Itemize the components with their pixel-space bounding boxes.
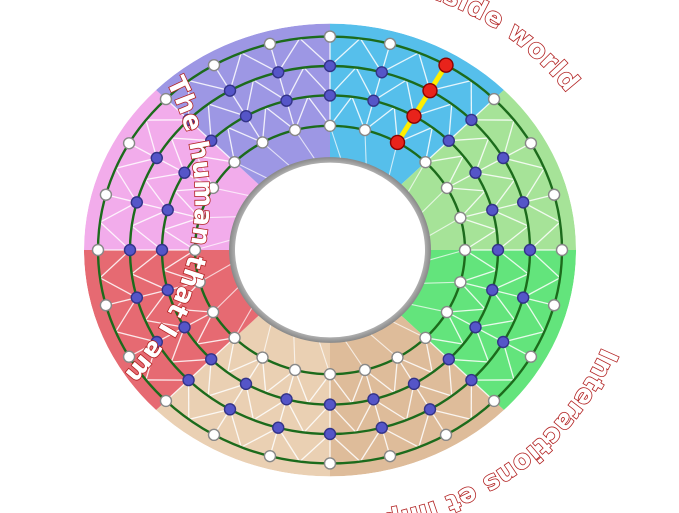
white-graph-node[interactable] bbox=[264, 451, 275, 462]
white-graph-node[interactable] bbox=[385, 451, 396, 462]
white-graph-node[interactable] bbox=[525, 351, 536, 362]
white-graph-node[interactable] bbox=[209, 429, 220, 440]
blue-graph-node[interactable] bbox=[325, 429, 336, 440]
white-graph-node[interactable] bbox=[325, 120, 336, 131]
blue-graph-node[interactable] bbox=[281, 95, 292, 106]
chord-ring-diagram: The outside worldInteractions et impactT… bbox=[0, 0, 679, 513]
blue-graph-node[interactable] bbox=[368, 394, 379, 405]
white-graph-node[interactable] bbox=[325, 458, 336, 469]
white-graph-node[interactable] bbox=[100, 189, 111, 200]
white-graph-node[interactable] bbox=[325, 369, 336, 380]
white-graph-node[interactable] bbox=[385, 38, 396, 49]
blue-graph-node[interactable] bbox=[376, 422, 387, 433]
white-graph-node[interactable] bbox=[392, 352, 403, 363]
blue-graph-node[interactable] bbox=[518, 292, 529, 303]
blue-graph-node[interactable] bbox=[466, 375, 477, 386]
center-hole bbox=[235, 163, 425, 338]
white-graph-node[interactable] bbox=[489, 395, 500, 406]
blue-graph-node[interactable] bbox=[281, 394, 292, 405]
white-graph-node[interactable] bbox=[359, 125, 370, 136]
blue-graph-node[interactable] bbox=[225, 404, 236, 415]
white-graph-node[interactable] bbox=[557, 245, 568, 256]
blue-graph-node[interactable] bbox=[325, 399, 336, 410]
blue-graph-node[interactable] bbox=[273, 422, 284, 433]
blue-graph-node[interactable] bbox=[151, 153, 162, 164]
white-graph-node[interactable] bbox=[455, 277, 466, 288]
white-graph-node[interactable] bbox=[325, 31, 336, 42]
white-graph-node[interactable] bbox=[257, 352, 268, 363]
white-graph-node[interactable] bbox=[549, 300, 560, 311]
blue-graph-node[interactable] bbox=[325, 61, 336, 72]
blue-graph-node[interactable] bbox=[443, 354, 454, 365]
highlighted-node[interactable] bbox=[423, 84, 437, 98]
white-graph-node[interactable] bbox=[229, 157, 240, 168]
white-graph-node[interactable] bbox=[100, 300, 111, 311]
white-graph-node[interactable] bbox=[209, 60, 220, 71]
white-graph-node[interactable] bbox=[93, 245, 104, 256]
highlighted-node[interactable] bbox=[391, 135, 405, 149]
blue-graph-node[interactable] bbox=[409, 378, 420, 389]
blue-graph-node[interactable] bbox=[425, 404, 436, 415]
white-graph-node[interactable] bbox=[290, 125, 301, 136]
white-graph-node[interactable] bbox=[420, 157, 431, 168]
white-graph-node[interactable] bbox=[420, 332, 431, 343]
white-graph-node[interactable] bbox=[160, 395, 171, 406]
highlighted-node[interactable] bbox=[439, 58, 453, 72]
blue-graph-node[interactable] bbox=[241, 111, 252, 122]
white-graph-node[interactable] bbox=[455, 212, 466, 223]
blue-graph-node[interactable] bbox=[131, 197, 142, 208]
blue-graph-node[interactable] bbox=[443, 135, 454, 146]
white-graph-node[interactable] bbox=[264, 38, 275, 49]
white-graph-node[interactable] bbox=[549, 189, 560, 200]
blue-graph-node[interactable] bbox=[525, 245, 536, 256]
white-graph-node[interactable] bbox=[441, 307, 452, 318]
white-graph-node[interactable] bbox=[290, 364, 301, 375]
white-graph-node[interactable] bbox=[460, 245, 471, 256]
white-graph-node[interactable] bbox=[441, 429, 452, 440]
highlighted-node[interactable] bbox=[407, 109, 421, 123]
blue-graph-node[interactable] bbox=[498, 337, 509, 348]
blue-graph-node[interactable] bbox=[487, 204, 498, 215]
white-graph-node[interactable] bbox=[441, 182, 452, 193]
blue-graph-node[interactable] bbox=[325, 90, 336, 101]
diagram-canvas: The outside worldInteractions et impactT… bbox=[0, 0, 679, 513]
blue-graph-node[interactable] bbox=[131, 292, 142, 303]
blue-graph-node[interactable] bbox=[376, 67, 387, 78]
white-graph-node[interactable] bbox=[208, 307, 219, 318]
blue-graph-node[interactable] bbox=[241, 378, 252, 389]
white-graph-node[interactable] bbox=[257, 137, 268, 148]
blue-graph-node[interactable] bbox=[466, 114, 477, 125]
white-graph-node[interactable] bbox=[359, 364, 370, 375]
blue-graph-node[interactable] bbox=[162, 204, 173, 215]
blue-graph-node[interactable] bbox=[470, 167, 481, 178]
white-graph-node[interactable] bbox=[229, 332, 240, 343]
blue-graph-node[interactable] bbox=[493, 245, 504, 256]
blue-graph-node[interactable] bbox=[125, 245, 136, 256]
blue-graph-node[interactable] bbox=[225, 85, 236, 96]
blue-graph-node[interactable] bbox=[470, 322, 481, 333]
center-hole-group bbox=[229, 157, 431, 343]
blue-graph-node[interactable] bbox=[273, 67, 284, 78]
blue-graph-node[interactable] bbox=[368, 95, 379, 106]
blue-graph-node[interactable] bbox=[206, 354, 217, 365]
blue-graph-node[interactable] bbox=[157, 245, 168, 256]
white-graph-node[interactable] bbox=[525, 138, 536, 149]
blue-graph-node[interactable] bbox=[518, 197, 529, 208]
white-graph-node[interactable] bbox=[489, 94, 500, 105]
white-graph-node[interactable] bbox=[124, 138, 135, 149]
blue-graph-node[interactable] bbox=[183, 375, 194, 386]
blue-graph-node[interactable] bbox=[487, 285, 498, 296]
blue-graph-node[interactable] bbox=[498, 153, 509, 164]
